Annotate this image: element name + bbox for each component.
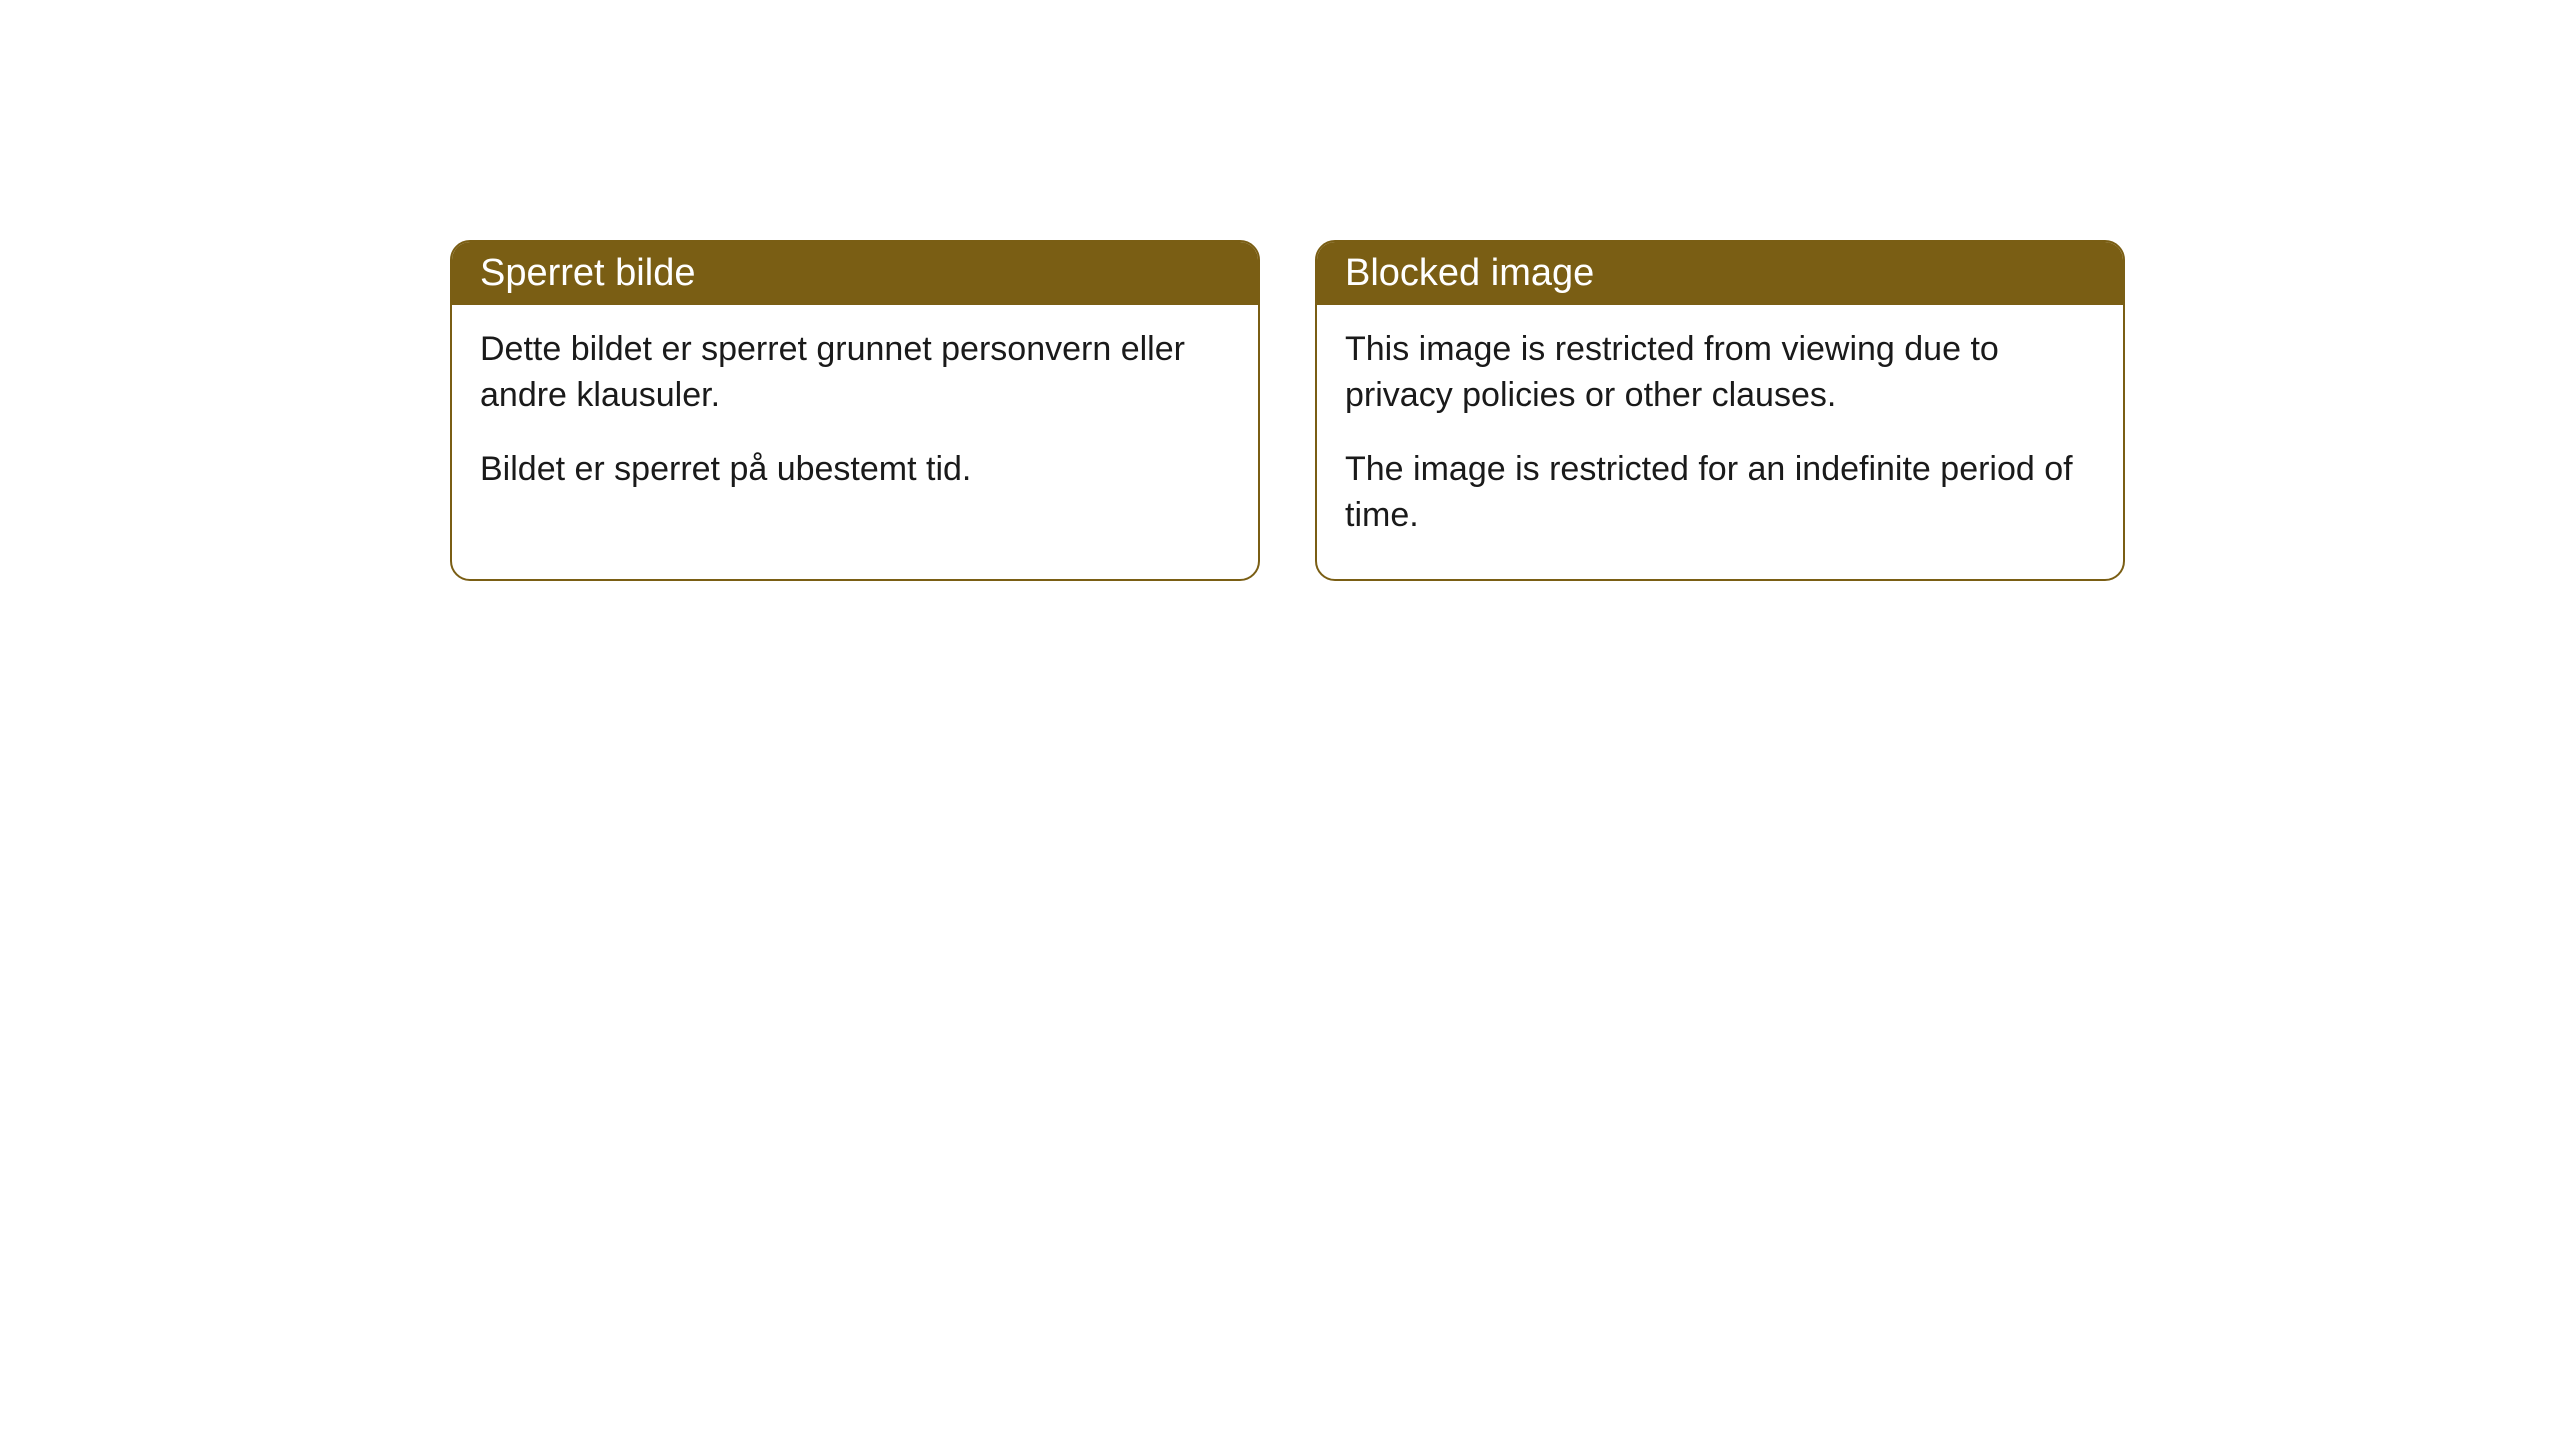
notice-paragraph-2-norwegian: Bildet er sperret på ubestemt tid. [480, 447, 1230, 493]
notice-paragraph-1-english: This image is restricted from viewing du… [1345, 327, 2095, 419]
notice-title-english: Blocked image [1317, 242, 2123, 305]
notice-title-norwegian: Sperret bilde [452, 242, 1258, 305]
notice-card-english: Blocked image This image is restricted f… [1315, 240, 2125, 581]
notice-paragraph-1-norwegian: Dette bildet er sperret grunnet personve… [480, 327, 1230, 419]
notice-paragraph-2-english: The image is restricted for an indefinit… [1345, 447, 2095, 539]
notice-body-norwegian: Dette bildet er sperret grunnet personve… [452, 305, 1258, 533]
notice-container: Sperret bilde Dette bildet er sperret gr… [0, 0, 2560, 581]
notice-card-norwegian: Sperret bilde Dette bildet er sperret gr… [450, 240, 1260, 581]
notice-body-english: This image is restricted from viewing du… [1317, 305, 2123, 579]
